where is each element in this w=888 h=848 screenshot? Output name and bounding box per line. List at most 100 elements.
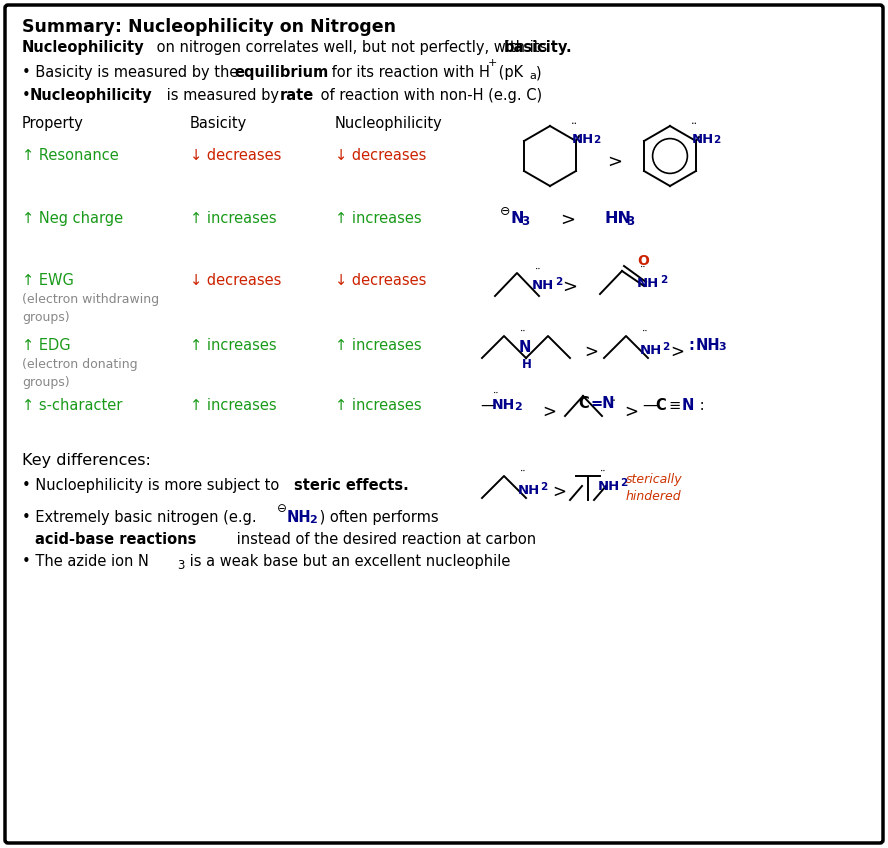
Text: rate: rate — [280, 88, 314, 103]
Text: Nucleophilicity: Nucleophilicity — [22, 40, 145, 55]
Text: 2: 2 — [540, 482, 547, 492]
Text: ↑ EDG: ↑ EDG — [22, 338, 71, 353]
Text: >: > — [562, 278, 577, 296]
Text: Nucleophilicity: Nucleophilicity — [335, 116, 443, 131]
Text: • Extremely basic nitrogen (e.g.: • Extremely basic nitrogen (e.g. — [22, 510, 261, 525]
Text: hindered: hindered — [626, 490, 682, 503]
Text: NH: NH — [640, 344, 662, 357]
Text: ↑ increases: ↑ increases — [190, 211, 277, 226]
Text: ) often performs: ) often performs — [315, 510, 439, 525]
Text: •: • — [22, 88, 36, 103]
Text: N: N — [682, 398, 694, 413]
Text: NH: NH — [572, 133, 594, 146]
Text: ): ) — [536, 65, 542, 80]
Text: is a weak base but an excellent nucleophile: is a weak base but an excellent nucleoph… — [185, 554, 511, 569]
Text: ⋅: ⋅ — [612, 395, 616, 408]
Text: 3: 3 — [521, 215, 529, 228]
Text: NH: NH — [696, 338, 721, 353]
Text: • Basicity is measured by the: • Basicity is measured by the — [22, 65, 243, 80]
Text: ⋅⋅: ⋅⋅ — [520, 466, 527, 476]
Text: >: > — [560, 211, 575, 229]
Text: >: > — [607, 153, 622, 171]
Text: :: : — [688, 338, 694, 353]
Text: C: C — [578, 396, 589, 411]
Text: +: + — [488, 58, 497, 68]
Text: ↑ increases: ↑ increases — [335, 211, 422, 226]
Text: equilibrium: equilibrium — [234, 65, 329, 80]
Text: (electron donating: (electron donating — [22, 358, 138, 371]
Text: for its reaction with H: for its reaction with H — [327, 65, 490, 80]
Text: N: N — [511, 211, 525, 226]
Text: ↑ EWG: ↑ EWG — [22, 273, 74, 288]
Text: NH: NH — [518, 484, 540, 497]
Text: • Nucloephilicity is more subject to: • Nucloephilicity is more subject to — [22, 478, 284, 493]
Text: Summary: Nucleophilicity on Nitrogen: Summary: Nucleophilicity on Nitrogen — [22, 18, 396, 36]
FancyBboxPatch shape — [5, 5, 883, 843]
Text: ⊖: ⊖ — [500, 205, 511, 218]
Text: 2: 2 — [593, 135, 600, 145]
Text: ↓ decreases: ↓ decreases — [335, 273, 426, 288]
Text: 2: 2 — [662, 342, 670, 352]
Text: O: O — [637, 254, 649, 268]
Text: ⋅⋅: ⋅⋅ — [520, 326, 527, 336]
Text: ⋅⋅: ⋅⋅ — [640, 262, 646, 272]
Text: 2: 2 — [309, 515, 317, 525]
Text: >: > — [624, 403, 638, 421]
Text: Key differences:: Key differences: — [22, 453, 151, 468]
Text: ⋅⋅: ⋅⋅ — [535, 264, 542, 274]
Text: 3: 3 — [177, 559, 185, 572]
Text: ↑ s-character: ↑ s-character — [22, 398, 123, 413]
Text: groups): groups) — [22, 376, 69, 389]
Text: 2: 2 — [660, 275, 667, 285]
Text: ↑ increases: ↑ increases — [335, 338, 422, 353]
Text: ⋅⋅: ⋅⋅ — [600, 466, 607, 476]
Text: ↓ decreases: ↓ decreases — [335, 148, 426, 163]
Text: instead of the desired reaction at carbon: instead of the desired reaction at carbo… — [232, 532, 536, 547]
Text: >: > — [552, 483, 566, 501]
Text: NH: NH — [637, 277, 659, 290]
Text: ⋅⋅: ⋅⋅ — [493, 388, 499, 398]
Text: ↓ decreases: ↓ decreases — [190, 273, 281, 288]
Text: 2: 2 — [620, 478, 627, 488]
Text: NH: NH — [598, 480, 620, 493]
Text: 3: 3 — [718, 342, 725, 352]
Text: H: H — [522, 358, 532, 371]
Text: 2: 2 — [713, 135, 720, 145]
Text: 3: 3 — [626, 215, 634, 228]
Text: ↑ Neg charge: ↑ Neg charge — [22, 211, 123, 226]
Text: steric effects.: steric effects. — [294, 478, 408, 493]
Text: is measured by: is measured by — [162, 88, 283, 103]
Text: ⋅⋅: ⋅⋅ — [691, 119, 697, 129]
Text: Basicity: Basicity — [190, 116, 247, 131]
Text: • The azide ion N: • The azide ion N — [22, 554, 149, 569]
Text: ↑ increases: ↑ increases — [190, 398, 277, 413]
Text: of reaction with non-H (e.g. C): of reaction with non-H (e.g. C) — [316, 88, 543, 103]
Text: NH: NH — [532, 279, 554, 292]
Text: ≡: ≡ — [668, 398, 680, 413]
Text: >: > — [584, 343, 598, 361]
Text: Nucleophilicity: Nucleophilicity — [30, 88, 153, 103]
Text: ⋅⋅: ⋅⋅ — [642, 326, 648, 336]
Text: ⋅⋅: ⋅⋅ — [570, 119, 577, 129]
Text: >: > — [670, 343, 684, 361]
Text: —: — — [642, 398, 657, 413]
Text: ⊖: ⊖ — [277, 502, 287, 515]
Text: ↑ increases: ↑ increases — [335, 398, 422, 413]
Text: NH: NH — [492, 398, 515, 412]
Text: ↓ decreases: ↓ decreases — [190, 148, 281, 163]
Text: a: a — [529, 71, 535, 81]
Text: on nitrogen correlates well, but not perfectly, with its: on nitrogen correlates well, but not per… — [152, 40, 551, 55]
Text: =N: =N — [590, 396, 614, 411]
Text: NH: NH — [692, 133, 714, 146]
Text: HN: HN — [605, 211, 632, 226]
Text: basicity.: basicity. — [504, 40, 573, 55]
Text: sterically: sterically — [626, 473, 683, 486]
Text: (electron withdrawing: (electron withdrawing — [22, 293, 159, 306]
Text: (pK: (pK — [494, 65, 523, 80]
Text: C: C — [655, 398, 666, 413]
Text: >: > — [542, 403, 556, 421]
Text: Property: Property — [22, 116, 83, 131]
Text: :: : — [695, 398, 704, 413]
Text: N: N — [519, 340, 531, 355]
Text: NH: NH — [287, 510, 312, 525]
